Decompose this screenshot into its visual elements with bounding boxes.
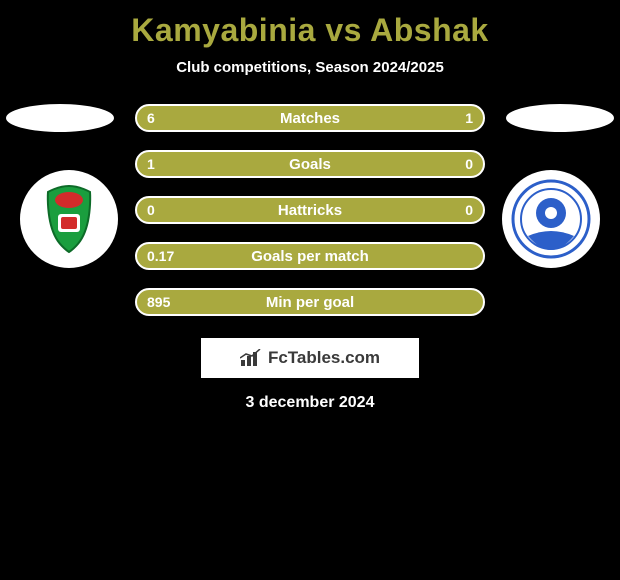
- emblem-icon: [510, 178, 592, 260]
- stat-right-value: 0: [465, 198, 473, 222]
- stat-label: Matches: [137, 106, 483, 130]
- content-region: 6 Matches 1 1 Goals 0 0 Hattricks 0 0.17…: [0, 104, 620, 412]
- date-text: 3 december 2024: [0, 394, 620, 412]
- stat-row-goals-per-match: 0.17 Goals per match: [135, 242, 485, 270]
- stat-row-matches: 6 Matches 1: [135, 104, 485, 132]
- right-club-logo: [502, 170, 600, 268]
- stat-label: Hattricks: [137, 198, 483, 222]
- shield-icon: [30, 180, 108, 258]
- left-club-logo: [20, 170, 118, 268]
- right-oval-decor: [506, 104, 614, 132]
- stat-row-goals: 1 Goals 0: [135, 150, 485, 178]
- stat-label: Min per goal: [137, 290, 483, 314]
- page-subtitle: Club competitions, Season 2024/2025: [0, 59, 620, 76]
- chart-icon: [240, 349, 262, 367]
- stat-row-min-per-goal: 895 Min per goal: [135, 288, 485, 316]
- brand-box: FcTables.com: [201, 338, 419, 378]
- brand-text: FcTables.com: [268, 348, 380, 368]
- stat-right-value: 0: [465, 152, 473, 176]
- stat-label: Goals per match: [137, 244, 483, 268]
- stat-row-hattricks: 0 Hattricks 0: [135, 196, 485, 224]
- stats-bars: 6 Matches 1 1 Goals 0 0 Hattricks 0 0.17…: [135, 104, 485, 316]
- stat-label: Goals: [137, 152, 483, 176]
- stat-right-value: 1: [465, 106, 473, 130]
- left-oval-decor: [6, 104, 114, 132]
- page-title: Kamyabinia vs Abshak: [0, 0, 620, 49]
